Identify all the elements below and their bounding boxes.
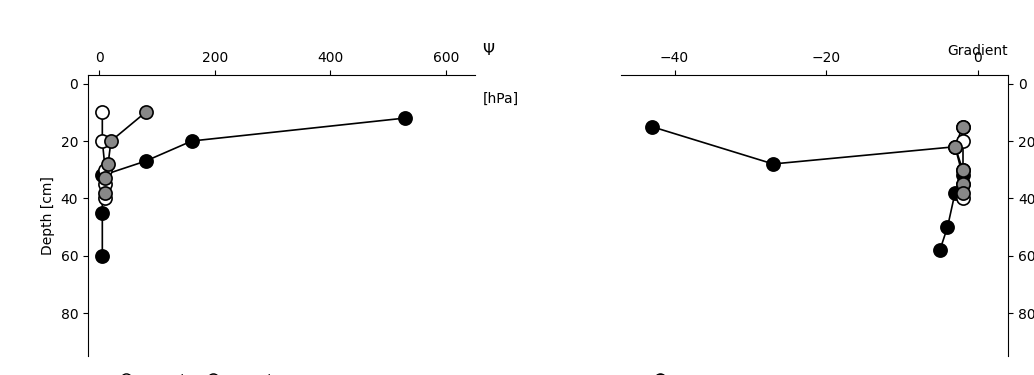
Point [97,181,114,187]
Point [954,124,971,130]
Point [397,115,414,121]
Point [94,109,111,115]
Point [954,124,971,130]
Legend: 5/ Aug/: 5/ Aug/ [647,374,727,375]
Point [947,144,964,150]
Point [954,167,971,173]
Point [138,109,154,115]
Point [954,181,971,187]
Point [954,167,971,173]
Point [97,167,114,173]
Point [939,224,955,230]
Text: [hPa]: [hPa] [482,92,518,106]
Point [94,210,111,216]
Point [954,138,971,144]
Point [94,253,111,259]
Point [102,138,119,144]
Text: Ψ: Ψ [482,43,494,58]
Point [765,161,782,167]
Point [932,247,948,253]
Point [954,195,971,201]
Y-axis label: Depth [cm]: Depth [cm] [41,176,55,255]
Point [643,124,660,130]
Point [954,190,971,196]
Text: Gradient: Gradient [947,44,1008,58]
Point [97,195,114,201]
Point [954,172,971,178]
Point [94,138,111,144]
Point [947,190,964,196]
Point [947,144,964,150]
Point [97,176,114,181]
Point [94,172,111,178]
Legend: 14/ Jul/, 21/ Jul/: 14/ Jul/, 21/ Jul/ [114,374,275,375]
Point [138,158,154,164]
Point [100,161,117,167]
Point [954,181,971,187]
Point [97,190,114,196]
Point [183,138,200,144]
